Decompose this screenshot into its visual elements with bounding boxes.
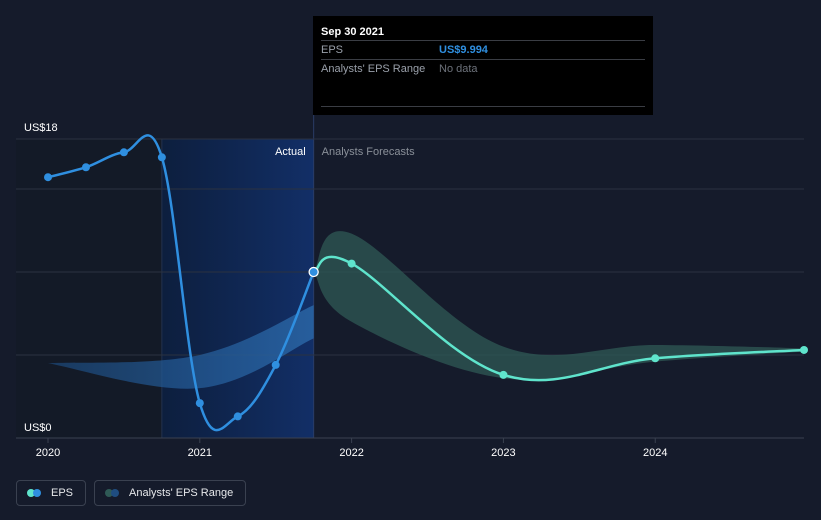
- tooltip-date: Sep 30 2021: [321, 26, 384, 38]
- eps-legend-icon: [27, 488, 45, 498]
- tooltip-range-label: Analysts' EPS Range: [321, 63, 426, 75]
- forecast-point: [800, 345, 808, 354]
- tooltip-row-range: Analysts' EPS Range No data: [321, 59, 645, 78]
- tooltip-range-value: No data: [439, 63, 478, 75]
- forecast-line: [312, 255, 805, 382]
- x-tick-label-2022: 2022: [339, 447, 363, 459]
- x-tick-label-2021: 2021: [188, 447, 212, 459]
- eps-point: [44, 173, 52, 182]
- legend-range-button[interactable]: Analysts' EPS Range: [94, 480, 247, 506]
- eps-point: [157, 153, 166, 162]
- forecast-point: [499, 370, 508, 379]
- actual-region-shade: [161, 139, 314, 438]
- y-axis-label-min: US$0: [24, 422, 52, 434]
- forecast-eps-range-band: [313, 231, 804, 380]
- tooltip-row-eps: EPS US$9.994: [321, 40, 645, 59]
- legend-eps-label: EPS: [51, 487, 74, 499]
- tooltip-eps-value: US$9.994: [439, 44, 488, 56]
- eps-point: [81, 163, 90, 172]
- forecast-point: [651, 354, 660, 363]
- range-legend-icon: [105, 488, 123, 498]
- chart-left-shade: [16, 139, 162, 438]
- current-eps-marker: [308, 266, 319, 278]
- x-tick-label-2020: 2020: [36, 447, 60, 459]
- eps-line: [47, 134, 315, 432]
- legend-range-label: Analysts' EPS Range: [129, 487, 234, 499]
- past-eps-range-band: [48, 305, 314, 389]
- x-tick-label-2024: 2024: [643, 447, 667, 459]
- forecast-region-label: Analysts Forecasts: [322, 146, 415, 158]
- legend-eps-button[interactable]: EPS: [16, 480, 87, 506]
- tooltip-spacer: [321, 78, 645, 107]
- eps-point: [119, 148, 128, 157]
- eps-point: [233, 412, 242, 421]
- eps-point: [195, 399, 204, 408]
- tooltip-eps-label: EPS: [321, 44, 344, 56]
- legend: EPS Analysts' EPS Range: [16, 480, 247, 506]
- forecast-point: [347, 259, 356, 268]
- x-tick-label-2023: 2023: [491, 447, 515, 459]
- tooltip: Sep 30 2021 EPS US$9.994 Analysts' EPS R…: [313, 16, 653, 115]
- actual-region-label: Actual: [275, 146, 306, 158]
- eps-point: [271, 360, 280, 369]
- y-axis-label-max: US$18: [24, 122, 58, 134]
